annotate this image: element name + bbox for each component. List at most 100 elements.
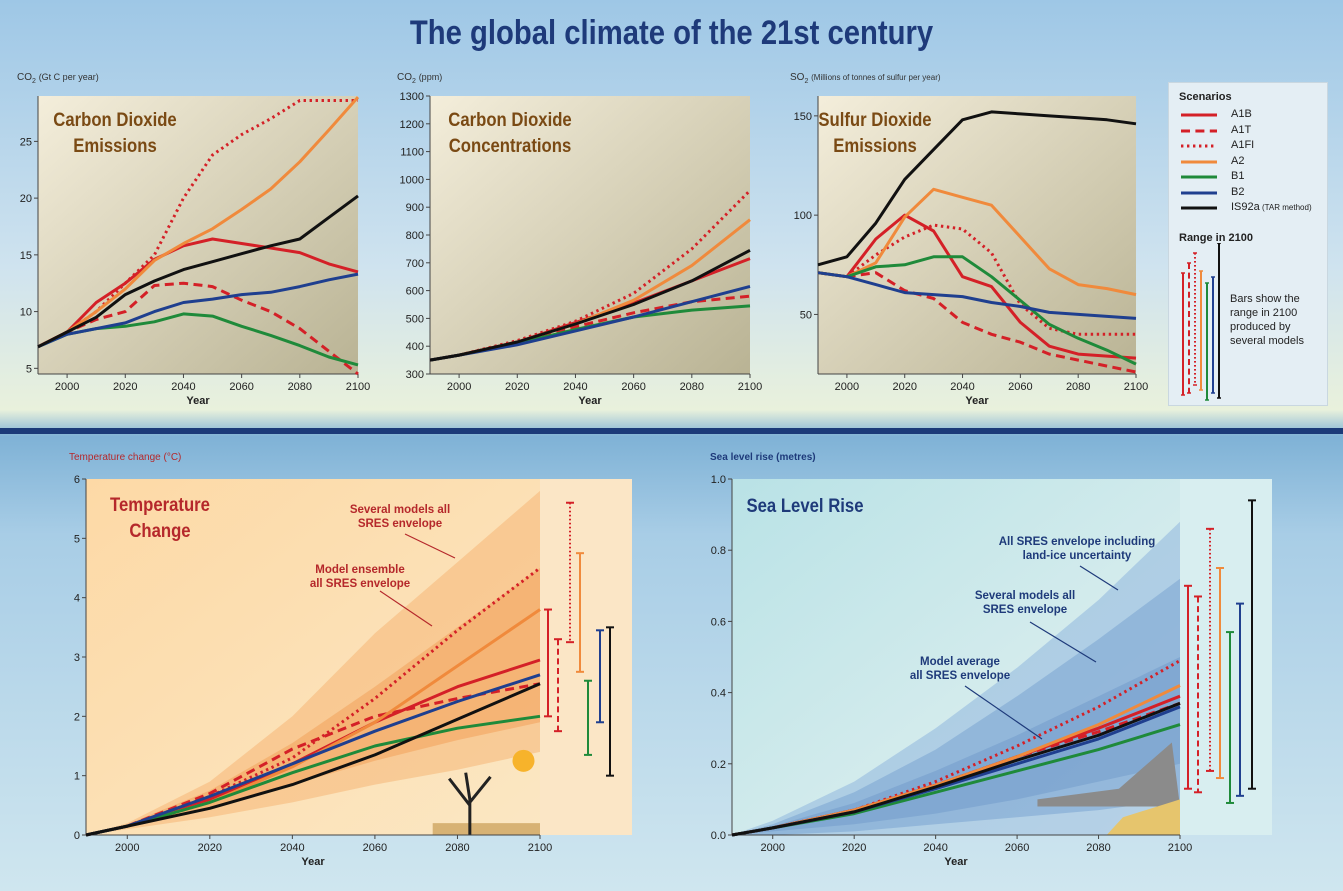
legend-swatch [1181, 206, 1217, 210]
section-divider [0, 428, 1343, 434]
several-models-envelope [732, 578, 1180, 835]
series-line-b1 [817, 255, 1137, 366]
annotation-model-ensemble: Model ensemble all SRES envelope [310, 564, 410, 590]
legend-label: A1B [1231, 108, 1252, 120]
several-models-envelope [86, 490, 540, 835]
series-line-a1t [817, 271, 1137, 374]
annotation-arrow [379, 590, 433, 627]
y-tick-label: 0.0 [711, 830, 726, 842]
x-tick-label: 2060 [363, 842, 387, 854]
x-tick-label: 2020 [842, 842, 866, 854]
y-tick-label: 3 [74, 652, 80, 664]
series-line-b2 [37, 272, 359, 349]
chart-title: Sea Level Rise [747, 495, 864, 516]
y-tick-label: 700 [406, 258, 424, 270]
y-tick-label: 1 [74, 771, 80, 783]
y-tick-label: 0 [74, 830, 80, 842]
x-tick-label: 2040 [923, 842, 947, 854]
annotation-arrow [1029, 621, 1097, 663]
x-tick-label: 2040 [563, 381, 587, 393]
chart-title: Carbon Dioxide [448, 109, 571, 130]
temperature-ylabel: Temperature change (°C) [69, 452, 182, 463]
y-tick-label: 1000 [400, 174, 424, 186]
y-tick-label: 4 [74, 593, 80, 605]
y-tick-label: 10 [20, 307, 32, 319]
x-tick-label: 2000 [835, 381, 859, 393]
y-tick-label: 500 [406, 313, 424, 325]
x-tick-label: 2080 [680, 381, 704, 393]
annotation-model-average: Model average all SRES envelope [910, 656, 1010, 682]
series-line-is92a [817, 110, 1137, 267]
x-tick-label: 2040 [280, 842, 304, 854]
y-tick-label: 1100 [400, 147, 424, 159]
model-average-envelope [732, 657, 1180, 835]
sun-illustration [512, 749, 535, 772]
range-area [540, 479, 632, 835]
x-tick-label: 2060 [229, 381, 253, 393]
y-tick-label: 100 [794, 210, 812, 222]
co2-concentration-ylabel: CO2 (ppm) [397, 72, 443, 85]
x-axis-label: Year [186, 395, 210, 407]
legend-swatch [1181, 113, 1217, 117]
annotation-arrow [1079, 565, 1119, 591]
x-tick-label: 2020 [892, 381, 916, 393]
x-tick-label: 2080 [1086, 842, 1110, 854]
x-tick-label: 2080 [445, 842, 469, 854]
x-tick-label: 2000 [760, 842, 784, 854]
series-line-is92a [429, 248, 751, 362]
y-tick-label: 800 [406, 230, 424, 242]
y-tick-label: 300 [406, 369, 424, 381]
scenario-legend: Scenarios A1B A1T A1FI A2 B1 B2 IS92a (TAR met… [1168, 82, 1328, 406]
range-area [1180, 479, 1272, 835]
legend-label: IS92a (TAR method) [1231, 201, 1312, 213]
sea-level-ylabel: Sea level rise (metres) [710, 452, 816, 463]
legend-swatch [1181, 160, 1217, 163]
x-tick-label: 2100 [738, 381, 762, 393]
x-tick-label: 2020 [113, 381, 137, 393]
chart-title: Change [129, 520, 190, 541]
annotation-arrow [964, 685, 1043, 740]
legend-swatch [1181, 129, 1217, 132]
page-title: The global climate of the 21st century [409, 14, 934, 52]
co2-concentration-chart: 300 400 500 600 700 800 900 1000 1100 1200 1300 200… [400, 91, 763, 407]
so2-emissions-chart: 50 100 150 2000 2020 2040 2060 2080 2100 Year Sulf… [794, 96, 1148, 407]
tree-illustration [448, 772, 492, 835]
x-tick-label: 2100 [346, 381, 370, 393]
x-tick-label: 2080 [288, 381, 312, 393]
chart-title: Concentrations [449, 135, 572, 156]
x-tick-label: 2040 [950, 381, 974, 393]
y-tick-label: 5 [26, 363, 32, 375]
annotation-arrow [404, 533, 456, 559]
annotation-several-models: Several models all SRES envelope [975, 590, 1075, 616]
series-line-a1t [85, 682, 541, 837]
series-line-a1fi [731, 659, 1181, 837]
annotation-several-models: Several models all SRES envelope [350, 504, 450, 530]
chart-title: Temperature [110, 494, 210, 515]
series-line-a1fi [429, 189, 752, 362]
x-tick-label: 2040 [171, 381, 195, 393]
y-tick-label: 600 [406, 286, 424, 298]
y-tick-label: 1300 [400, 91, 424, 103]
y-tick-label: 50 [800, 309, 812, 321]
legend-label: B1 [1231, 170, 1245, 182]
x-tick-label: 2000 [115, 842, 139, 854]
legend-label: A1T [1231, 123, 1252, 136]
y-tick-label: 1.0 [711, 474, 726, 486]
y-tick-label: 150 [794, 111, 812, 123]
cliff-illustration [1037, 742, 1180, 807]
chart-title: Carbon Dioxide [53, 109, 176, 130]
series-line-a1t [37, 281, 359, 376]
x-tick-label: 2000 [447, 381, 471, 393]
x-axis-label: Year [965, 395, 989, 407]
chart-title: Sulfur Dioxide [818, 109, 931, 130]
x-tick-label: 2060 [1008, 381, 1032, 393]
y-tick-label: 25 [20, 136, 32, 148]
annotation-all-sres: All SRES envelope including land-ice unce… [999, 536, 1156, 562]
co2-emissions-chart: 5 10 15 20 25 2000 2020 2040 2060 2080 2100 Year Car… [20, 96, 370, 407]
x-axis-label: Year [944, 856, 968, 868]
temperature-chart: 0 1 2 3 4 5 6 2000 2020 2040 2060 2080 2100 Year Tempe… [74, 474, 632, 868]
so2-emissions-ylabel: SO2 (Millions of tonnes of sulfur per ye… [790, 72, 941, 85]
x-tick-label: 2060 [621, 381, 645, 393]
y-tick-label: 1200 [400, 119, 424, 131]
y-tick-label: 900 [406, 202, 424, 214]
